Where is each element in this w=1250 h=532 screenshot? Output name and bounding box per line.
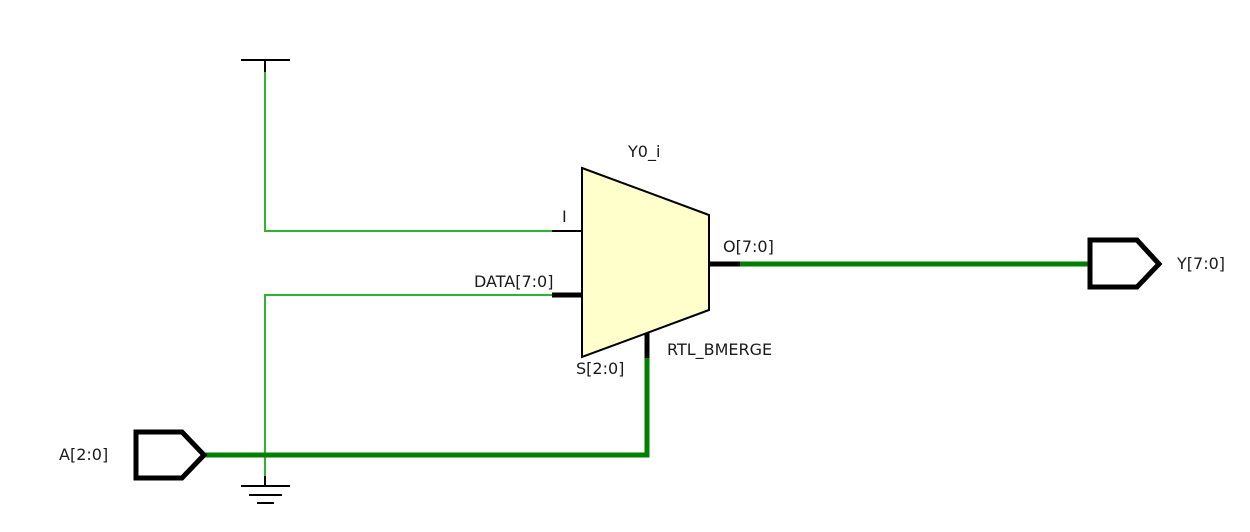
input-port-icon[interactable] [133,429,208,481]
wire-gnd-to-data[interactable] [264,294,552,476]
bmerge-cell[interactable] [581,166,710,359]
input-port-label: A[2:0] [59,445,108,464]
cell-instance-name: Y0_i [627,142,660,162]
pin-label-s: S[2:0] [576,359,624,378]
wire-vcc-to-i[interactable] [264,72,552,232]
vcc-icon [241,59,290,72]
output-port-label: Y[7:0] [1176,254,1225,273]
pin-label-data: DATA[7:0] [474,272,553,291]
pin-label-o: O[7:0] [723,237,774,256]
pin-label-i: I [562,207,567,226]
cell-type-name: RTL_BMERGE [667,340,772,360]
output-port-icon[interactable] [1087,237,1163,290]
ground-icon [241,476,290,504]
bus-a-to-s[interactable] [204,358,650,458]
